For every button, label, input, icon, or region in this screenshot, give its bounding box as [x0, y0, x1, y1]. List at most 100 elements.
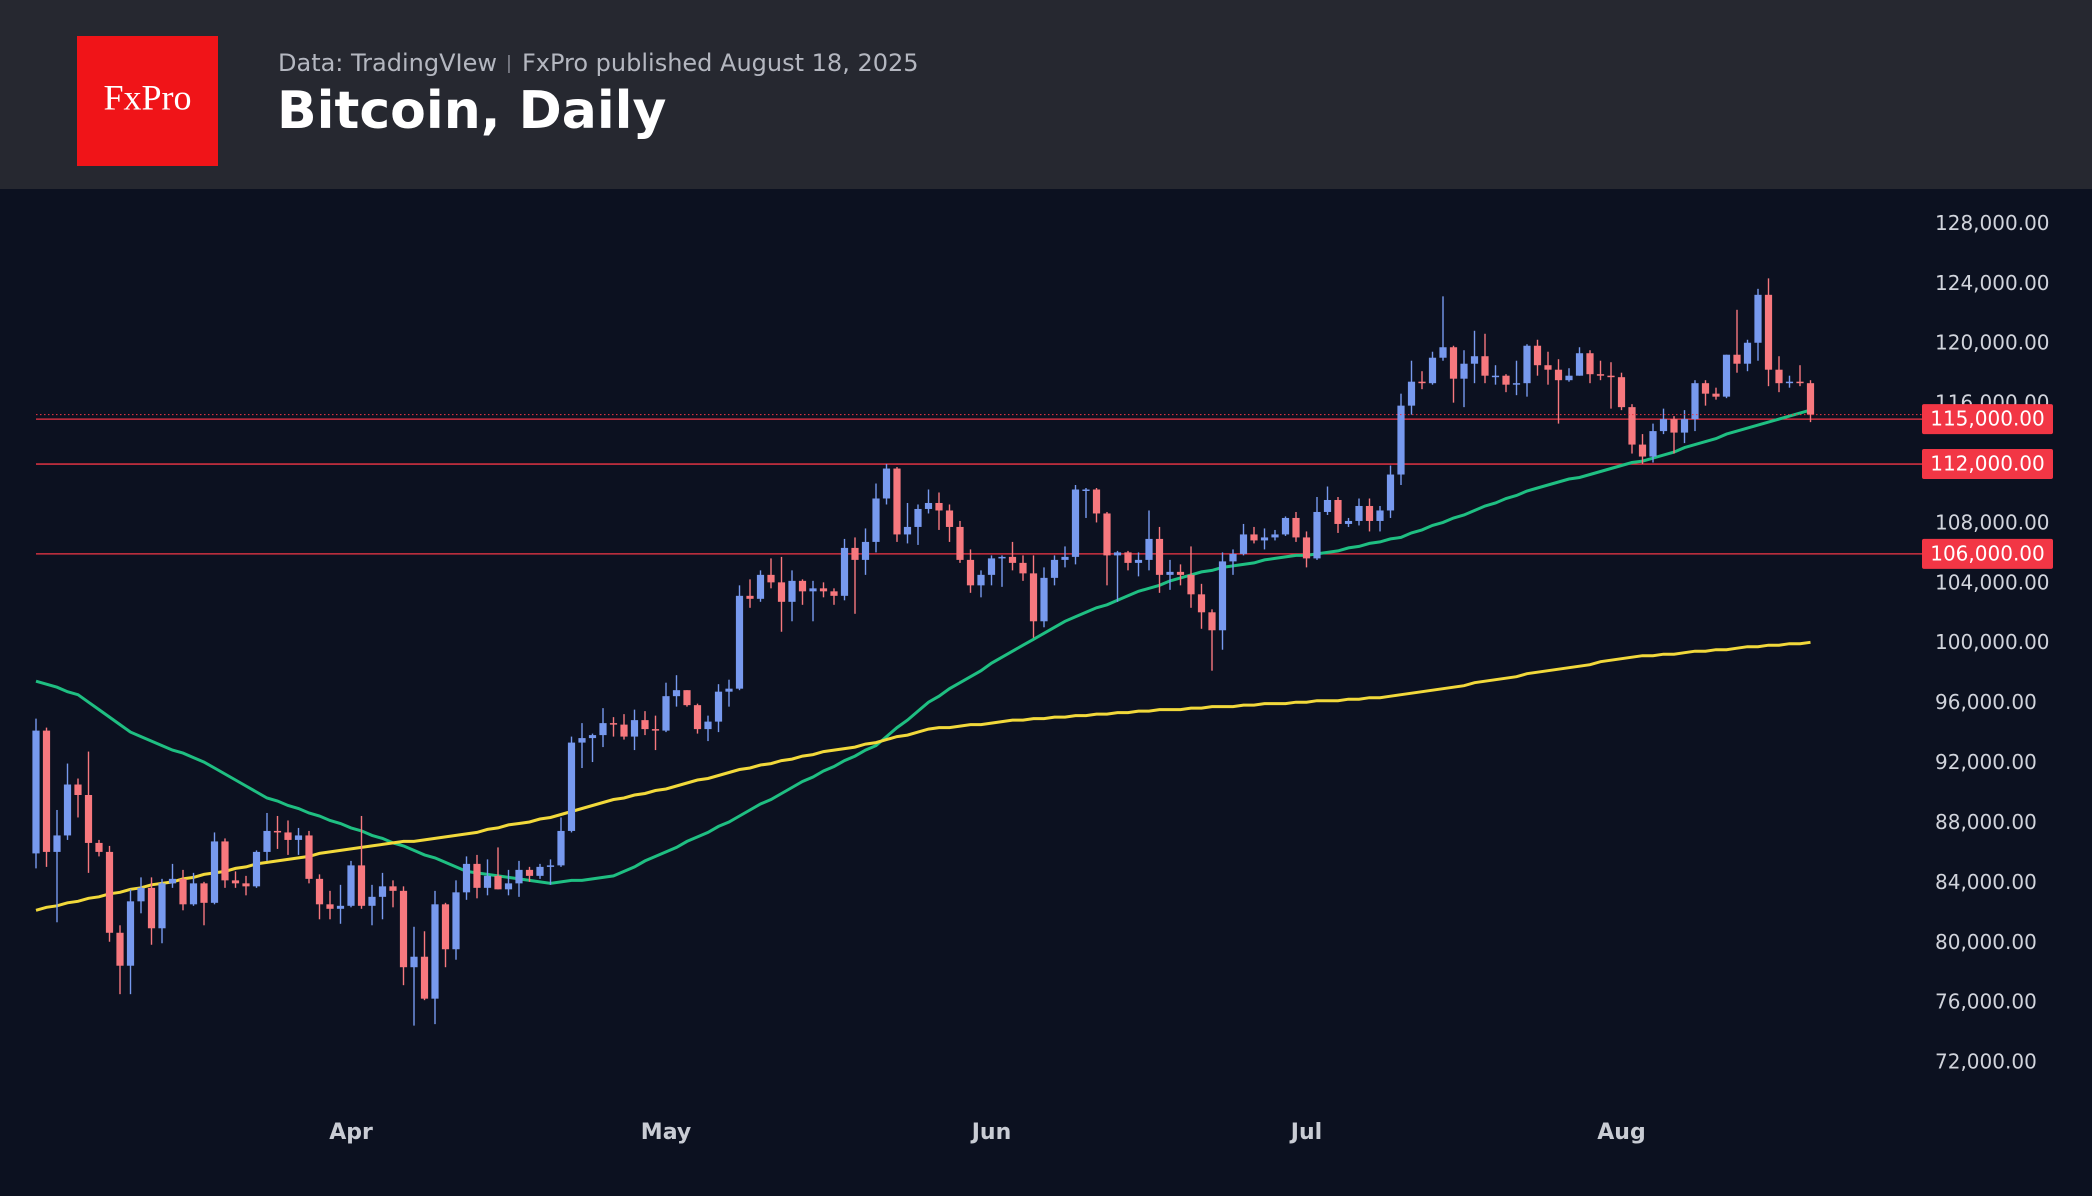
candle-body — [588, 735, 597, 739]
chart-title: Bitcoin, Daily — [277, 81, 666, 141]
candle-body — [462, 863, 471, 893]
candle-body — [830, 591, 838, 596]
candle-body — [630, 720, 639, 737]
candle-body — [756, 574, 765, 599]
y-tick-label: 72,000.00 — [1935, 1050, 2037, 1074]
level-label-box — [1922, 404, 2053, 435]
candle-body — [168, 878, 177, 884]
candle-body — [473, 863, 481, 888]
candle-body — [966, 559, 975, 586]
candle-body — [252, 851, 261, 887]
candle-body — [1260, 537, 1269, 541]
candle-body — [1670, 419, 1678, 433]
candle-body — [1407, 381, 1416, 406]
candle-body — [788, 580, 796, 602]
candle-body — [95, 842, 103, 852]
candle-body — [945, 510, 954, 527]
candle-body — [1649, 431, 1657, 457]
plot: 72,000.00 76,000.00 80,000.00 84,000.00 88,0… — [32, 211, 2053, 1145]
candle-body — [1292, 517, 1300, 538]
candle-body — [200, 883, 208, 903]
candle-body — [935, 502, 943, 511]
candle-body — [431, 904, 439, 999]
candle-body — [494, 875, 502, 890]
candle-body — [32, 730, 40, 854]
logo-box — [77, 36, 218, 166]
candle-body — [1376, 510, 1384, 521]
candle-body — [378, 886, 387, 897]
candle-body — [893, 468, 901, 535]
x-tick-label: Apr — [329, 1120, 373, 1145]
candle-body — [1344, 520, 1353, 524]
candle-body — [809, 588, 817, 592]
candle-body — [536, 866, 544, 876]
candle-body — [305, 835, 313, 879]
candle-body — [662, 696, 670, 731]
candle-body — [1397, 405, 1405, 475]
candle-body — [1733, 354, 1741, 364]
candle-body — [1764, 294, 1773, 370]
candle-body — [189, 883, 198, 905]
level-label: 112,000.00 — [1930, 452, 2045, 476]
candle-body — [1586, 353, 1594, 375]
candle-body — [914, 508, 922, 527]
candle-body — [315, 878, 324, 905]
candle-body — [1145, 538, 1153, 560]
candle-body — [1470, 356, 1479, 364]
x-tick-label: Jun — [970, 1120, 1012, 1145]
candle-body — [903, 526, 912, 535]
candle-body — [1061, 556, 1069, 560]
y-tick-label: 128,000.00 — [1935, 211, 2050, 235]
candle-body — [1197, 594, 1206, 613]
candle-body — [840, 547, 849, 596]
candle-body — [1229, 553, 1237, 562]
candle-body — [1271, 534, 1279, 538]
y-tick-label: 76,000.00 — [1935, 990, 2037, 1014]
level-label-box — [1922, 538, 2053, 569]
x-tick-label: Jul — [1289, 1120, 1322, 1145]
candle-body — [1134, 559, 1143, 563]
candle-body — [693, 705, 702, 730]
candle-body — [987, 558, 996, 575]
candle-body — [1029, 573, 1038, 622]
candle-body — [672, 690, 681, 697]
candle-body — [53, 835, 61, 852]
candle-body — [1481, 356, 1489, 376]
candle-body — [651, 729, 660, 731]
candle-body — [1617, 377, 1626, 408]
candle-body — [1565, 375, 1573, 381]
candle-body — [1050, 559, 1059, 578]
candle-body — [179, 878, 187, 905]
candle-body — [389, 886, 397, 891]
candle-body — [956, 526, 964, 560]
candle-body — [399, 890, 408, 968]
candle-body — [1575, 353, 1584, 376]
candle-body — [1082, 489, 1090, 492]
candle-body — [725, 688, 733, 692]
candle-body — [1460, 363, 1468, 379]
candle-body — [1722, 354, 1731, 397]
candle-body — [1166, 571, 1174, 575]
y-tick-label: 88,000.00 — [1935, 810, 2037, 834]
candle-body — [515, 869, 523, 884]
candle-body — [1428, 357, 1437, 384]
candle-body — [851, 547, 859, 560]
candle-body — [294, 835, 303, 840]
candle-body — [74, 784, 82, 795]
candle-body — [63, 784, 72, 836]
y-tick-label: 120,000.00 — [1935, 331, 2050, 355]
candle-body — [1680, 419, 1689, 433]
candle-body — [609, 723, 618, 725]
candle-body — [1512, 383, 1521, 385]
candle-body — [819, 588, 828, 592]
y-tick-label: 84,000.00 — [1935, 870, 2037, 894]
candle-body — [1040, 577, 1048, 622]
candle-body — [1176, 571, 1185, 575]
candle-body — [137, 887, 145, 902]
candle-body — [1638, 444, 1647, 457]
candle-body — [441, 904, 450, 950]
candle-body — [525, 869, 534, 876]
y-tick-label: 108,000.00 — [1935, 510, 2050, 534]
candle-body — [1544, 365, 1552, 370]
